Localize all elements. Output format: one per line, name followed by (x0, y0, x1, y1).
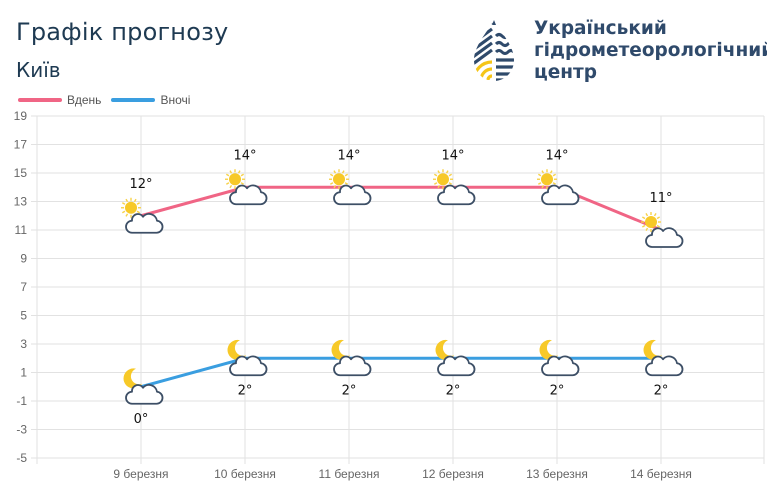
y-tick-label: -3 (16, 423, 27, 437)
night-temp-label: 2° (342, 383, 357, 398)
legend-item-night[interactable]: Вночі (111, 93, 190, 107)
night-temp-label: 0° (134, 412, 149, 427)
y-tick-label: 3 (20, 337, 27, 351)
y-tick-label: 13 (14, 195, 28, 209)
moon-cloud-icon (435, 339, 476, 377)
sun-cloud-icon (329, 169, 372, 206)
sun-cloud-icon (121, 197, 164, 234)
moon-cloud-icon (643, 339, 684, 377)
moon-cloud-icon (227, 339, 268, 377)
day-temp-label: 14° (545, 148, 568, 163)
x-tick-label: 9 березня (113, 467, 168, 481)
x-tick-label: 11 березня (319, 467, 380, 481)
chart-legend: Вдень Вночі (18, 93, 200, 107)
sun-cloud-icon (641, 212, 684, 248)
day-temp-label: 14° (441, 148, 464, 163)
y-tick-label: -1 (16, 394, 27, 408)
y-tick-label: 19 (14, 109, 28, 123)
logo-text: Український гідрометеорологічний центр (534, 18, 767, 84)
legend-label-day: Вдень (67, 93, 102, 107)
x-tick-label: 13 березня (526, 467, 588, 481)
night-temp-label: 2° (550, 383, 565, 398)
logo-line-1: Український (534, 18, 667, 39)
legend-item-day[interactable]: Вдень (18, 93, 101, 107)
moon-cloud-icon (331, 339, 372, 377)
y-tick-label: 5 (20, 309, 27, 323)
night-temp-label: 2° (446, 383, 461, 398)
night-temp-label: 2° (654, 383, 669, 398)
day-temp-label: 14° (337, 148, 360, 163)
sun-cloud-icon (537, 169, 580, 206)
ugmc-logo[interactable]: Український гідрометеорологічний центр (470, 18, 767, 84)
day-temp-label: 12° (129, 177, 152, 192)
sun-cloud-icon (433, 169, 476, 206)
logo-line-3: центр (534, 62, 598, 83)
day-temperature-line (140, 185, 662, 232)
y-tick-label: 11 (15, 223, 28, 237)
moon-cloud-icon (123, 368, 164, 405)
logo-line-2: гідрометеорологічний (534, 40, 767, 61)
sun-cloud-icon (225, 169, 268, 206)
day-temp-label: 11° (649, 191, 672, 206)
city-name: Київ (16, 58, 61, 82)
x-tick-label: 12 березня (422, 467, 484, 481)
water-drop-logo-icon (474, 20, 514, 81)
night-temperature-line (140, 356, 661, 389)
y-tick-label: 1 (20, 366, 27, 380)
y-tick-label: 7 (20, 280, 27, 294)
moon-cloud-icon (539, 339, 580, 377)
x-tick-label: 14 березня (630, 467, 692, 481)
day-temp-label: 14° (233, 148, 256, 163)
y-tick-label: 9 (20, 252, 27, 266)
night-temp-label: 2° (238, 383, 253, 398)
legend-label-night: Вночі (160, 93, 191, 107)
x-tick-label: 10 березня (214, 467, 276, 481)
y-tick-label: 15 (14, 166, 28, 180)
page-title: Графік прогнозу (16, 18, 229, 46)
y-tick-label: 17 (14, 138, 28, 152)
y-tick-label: -5 (16, 451, 27, 465)
legend-swatch-day (18, 98, 62, 102)
legend-swatch-night (111, 98, 156, 102)
